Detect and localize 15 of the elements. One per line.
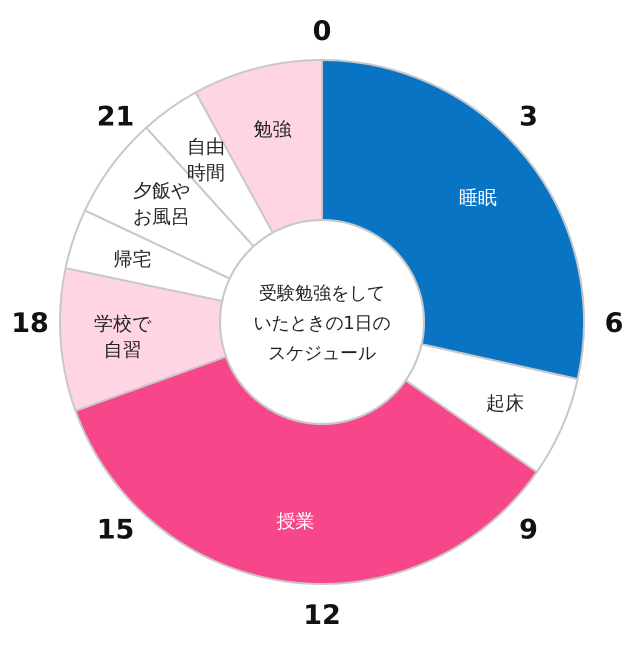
slice-label: 起床	[486, 392, 524, 415]
text: 12	[303, 600, 341, 631]
slice-label: 授業	[276, 510, 315, 532]
text: 18	[11, 308, 49, 339]
text: 受験勉強をしていたときの1日のスケジュール	[253, 283, 391, 364]
slice-label: 帰宅	[113, 248, 152, 270]
text: 9	[519, 514, 538, 546]
slice-label: 学校で自習	[94, 312, 152, 361]
text: 15	[96, 514, 134, 546]
slice-label: 睡眠	[459, 186, 498, 209]
text: 21	[96, 102, 134, 133]
text: 3	[519, 102, 538, 133]
slice-label: 勉強	[253, 118, 292, 140]
text: 0	[312, 16, 332, 47]
text: 6	[604, 308, 624, 339]
